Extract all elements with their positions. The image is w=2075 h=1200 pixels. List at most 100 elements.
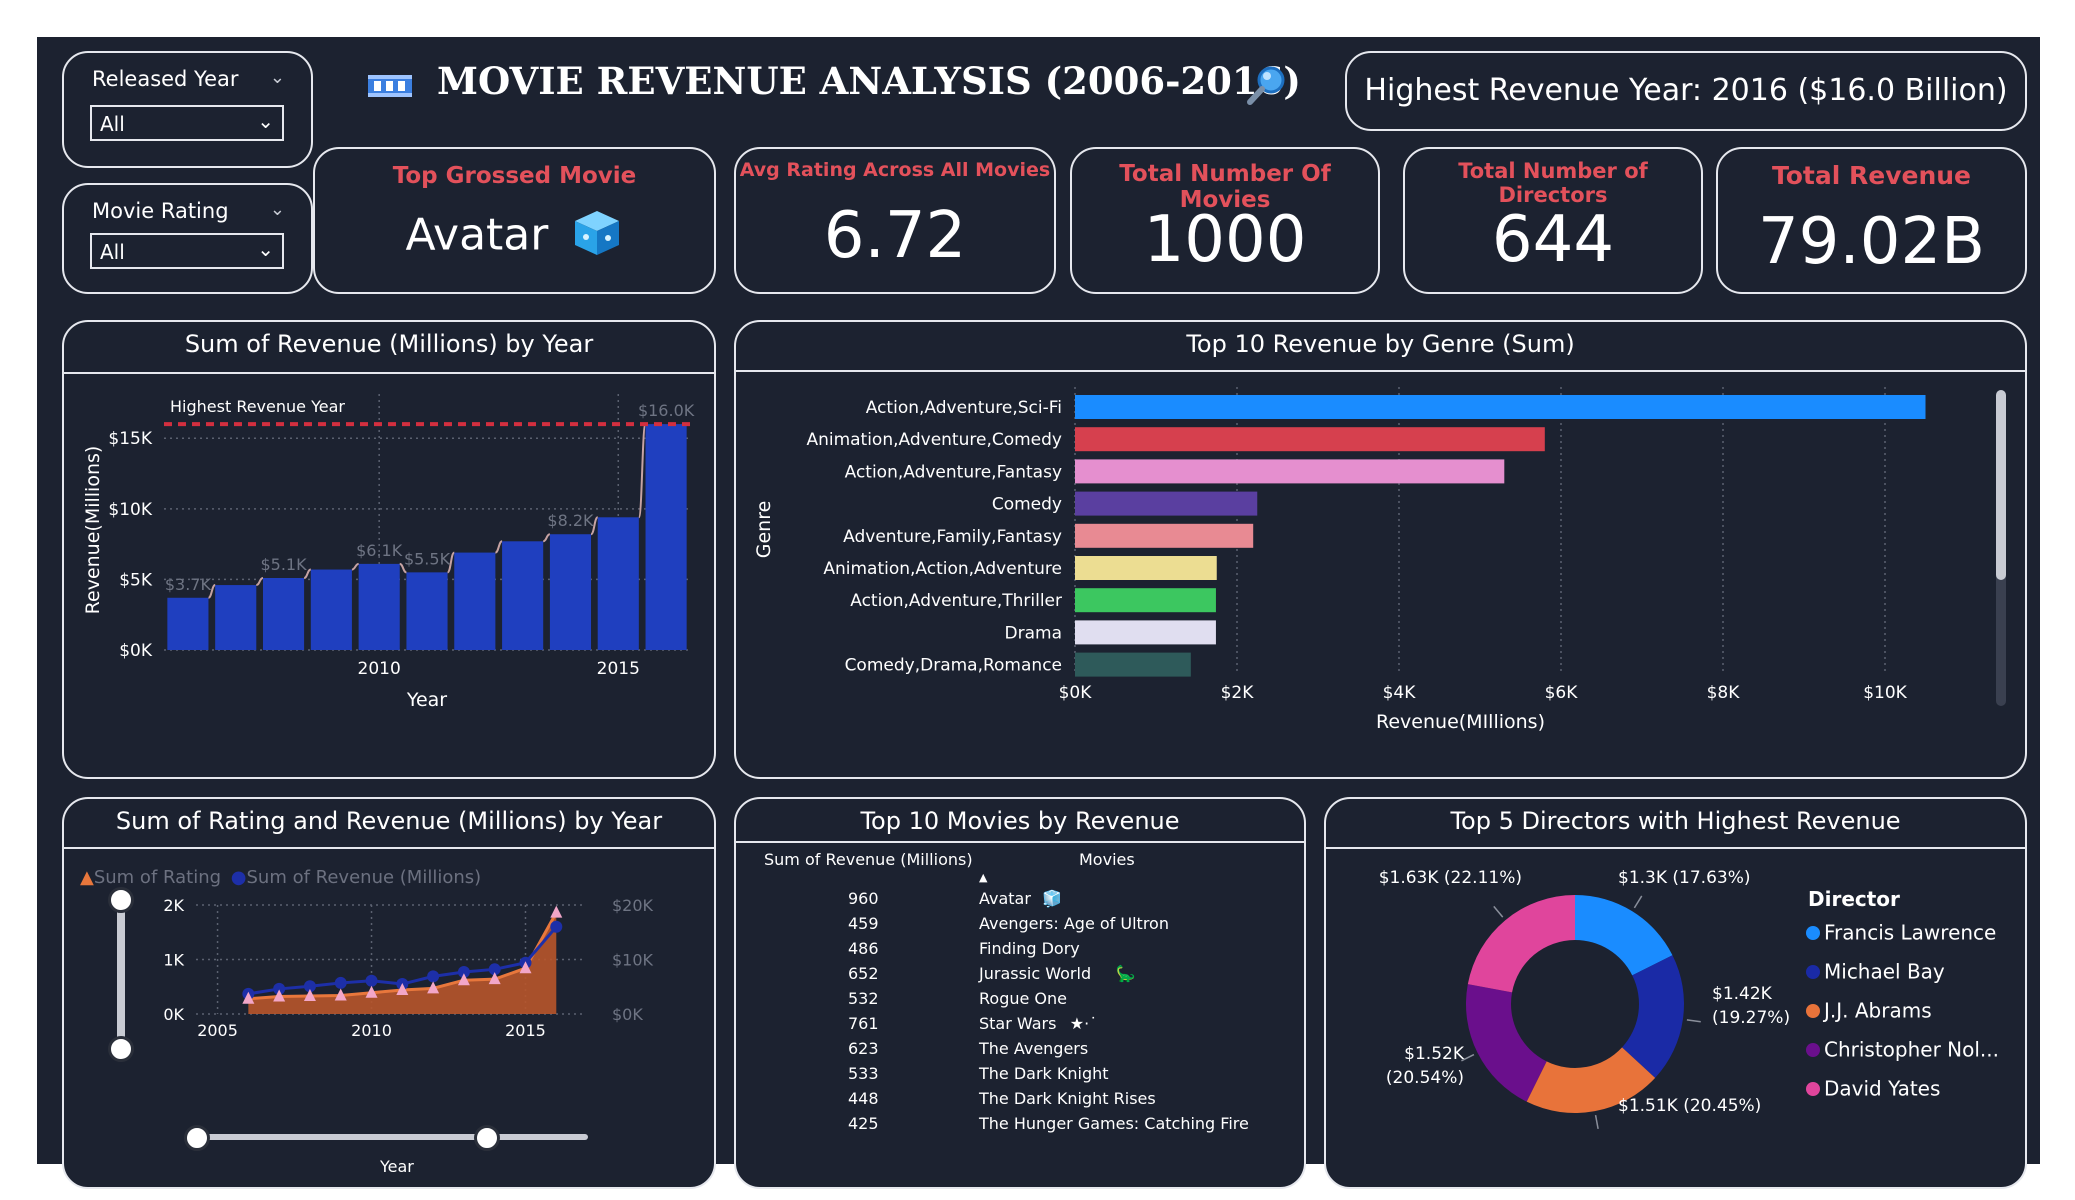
directors-donut-chart: $1.3K (17.63%) $1.42K (19.27%) $1.51K (20.4… xyxy=(1379,868,1790,1130)
ice-cube-icon xyxy=(571,207,623,263)
bar xyxy=(1075,523,1254,548)
x-tick-label: $4K xyxy=(1383,683,1417,703)
rating-point xyxy=(519,961,532,974)
scrollbar-thumb[interactable] xyxy=(1996,390,2006,580)
series-line xyxy=(494,540,503,554)
movie-cell: Star Wars xyxy=(979,1014,1057,1033)
slider-handle[interactable] xyxy=(474,1125,500,1151)
x-tick-label: 2010 xyxy=(358,659,401,679)
legend-item[interactable]: Michael Bay xyxy=(1806,958,1945,984)
table-row[interactable]: 532 Rogue One xyxy=(736,989,1296,1014)
legend-dot-icon xyxy=(1806,1081,1820,1096)
page-title: MOVIE REVENUE ANALYSIS (2006-2016) xyxy=(437,59,1301,103)
data-label: (19.27%) xyxy=(1712,1008,1790,1028)
movie-emoji-icon: ★·˙ xyxy=(1069,1014,1098,1033)
rating-point xyxy=(365,985,378,998)
table-row[interactable]: 623 The Avengers xyxy=(736,1039,1296,1064)
series-line xyxy=(446,551,456,574)
data-label: $1.51K (20.45%) xyxy=(1618,1096,1761,1116)
table-row[interactable]: 533 The Dark Knight xyxy=(736,1064,1296,1089)
slider-handle[interactable] xyxy=(108,887,134,913)
series-line xyxy=(208,584,216,599)
revenue-cell: 459 xyxy=(848,914,879,933)
slicer-label: Movie Rating xyxy=(92,199,229,223)
data-label: $8.2K xyxy=(547,511,594,530)
revenue-cell: 532 xyxy=(848,989,879,1008)
table-row[interactable]: 486 Finding Dory xyxy=(736,939,1296,964)
table-row[interactable]: 459 Avengers: Age of Ultron xyxy=(736,914,1296,939)
legend-item[interactable]: Francis Lawrence xyxy=(1806,919,1996,945)
slicer-label: Released Year xyxy=(92,67,239,91)
table-row[interactable]: 425 The Hunger Games: Catching Fire xyxy=(736,1114,1296,1139)
kpi-title: Total Number Of Movies xyxy=(1119,161,1331,213)
column-header-movies[interactable]: Movies xyxy=(1079,850,1135,869)
x-tick-label: $10K xyxy=(1863,683,1907,703)
kpi-value: 1000 xyxy=(1143,203,1307,277)
series-line xyxy=(303,568,312,579)
table-row[interactable]: 652 Jurassic World 🦕 xyxy=(736,964,1296,989)
legend-label: Sum of Revenue (Millions) xyxy=(246,867,482,888)
y-tick-label: 0K xyxy=(163,1005,184,1024)
chevron-down-icon[interactable]: ⌄ xyxy=(269,199,285,220)
chart-title: Sum of Revenue (Millions) by Year xyxy=(184,330,594,358)
bar xyxy=(454,552,496,650)
released-year-dropdown[interactable]: All ⌄ xyxy=(90,105,284,141)
y-right-tick-label: $20K xyxy=(612,896,654,915)
bar xyxy=(1075,556,1217,580)
x-tick-label: 2015 xyxy=(505,1021,546,1040)
y-right-tick-label: $0K xyxy=(612,1005,643,1024)
revenue-point xyxy=(334,976,347,989)
column-header-revenue[interactable]: Sum of Revenue (Millions) xyxy=(764,850,973,869)
bar xyxy=(310,569,352,650)
table-row[interactable]: 761 Star Wars ★·˙ xyxy=(736,1014,1296,1039)
horizontal-zoom-slider[interactable] xyxy=(196,1134,588,1140)
revenue-point xyxy=(488,963,501,976)
slider-handle[interactable] xyxy=(184,1125,210,1151)
chevron-down-icon[interactable]: ⌄ xyxy=(257,237,274,261)
released-year-slicer[interactable]: Released Year ⌄ All ⌄ xyxy=(62,51,313,168)
table-row[interactable]: 960 Avatar 🧊 xyxy=(736,889,1296,914)
revenue-cell: 448 xyxy=(848,1089,879,1108)
table-row[interactable]: 448 The Dark Knight Rises xyxy=(736,1089,1296,1114)
slider-handle[interactable] xyxy=(108,1036,134,1062)
rating-area xyxy=(248,912,557,1014)
donut-slice xyxy=(1526,1047,1656,1113)
highest-revenue-year-banner: Highest Revenue Year: 2016 ($16.0 Billio… xyxy=(1345,51,2027,131)
y-tick-label: Action,Adventure,Sci-Fi xyxy=(866,398,1062,418)
series-line xyxy=(256,577,264,587)
y-tick-label: $5K xyxy=(119,570,153,590)
data-label: $6.1K xyxy=(356,541,403,560)
revenue-point xyxy=(550,920,563,933)
vertical-zoom-slider[interactable] xyxy=(117,896,125,1046)
bar xyxy=(262,578,305,650)
legend-item[interactable]: David Yates xyxy=(1806,1075,1940,1101)
donut-slice xyxy=(1575,895,1673,976)
movie-rating-dropdown[interactable]: All ⌄ xyxy=(90,233,284,269)
y-axis-label: Genre xyxy=(753,501,775,559)
data-label: $1.42K xyxy=(1712,984,1773,1004)
bar xyxy=(1075,620,1216,645)
revenue-point xyxy=(273,982,286,995)
revenue-cell: 761 xyxy=(848,1014,879,1033)
chart-legend: ▲Sum of Rating ●Sum of Revenue (Millions… xyxy=(80,867,481,888)
kpi-total-directors: Total Number of Directors 644 xyxy=(1403,147,1703,294)
data-label: $1.52K xyxy=(1404,1044,1465,1064)
leader-line xyxy=(1461,1053,1475,1062)
data-label: $16.0K xyxy=(638,401,695,420)
chevron-down-icon[interactable]: ⌄ xyxy=(257,109,274,133)
movie-rating-slicer[interactable]: Movie Rating ⌄ All ⌄ xyxy=(62,183,313,294)
legend-item[interactable]: Christopher Nol... xyxy=(1806,1036,1999,1062)
sort-ascending-icon[interactable]: ▲ xyxy=(979,871,988,884)
revenue-point xyxy=(427,970,440,983)
chevron-down-icon[interactable]: ⌄ xyxy=(269,67,285,88)
x-tick-label: 2010 xyxy=(351,1021,392,1040)
legend-item[interactable]: J.J. Abrams xyxy=(1806,997,1932,1023)
rating-point xyxy=(457,973,470,986)
data-label: (20.54%) xyxy=(1386,1068,1464,1088)
leader-line xyxy=(1493,905,1504,918)
rating-point xyxy=(273,989,286,1002)
movie-cell: The Dark Knight Rises xyxy=(979,1089,1156,1108)
movie-cell: The Hunger Games: Catching Fire xyxy=(979,1114,1249,1133)
revenue-point xyxy=(365,974,378,987)
scrollbar[interactable] xyxy=(1996,390,2006,706)
